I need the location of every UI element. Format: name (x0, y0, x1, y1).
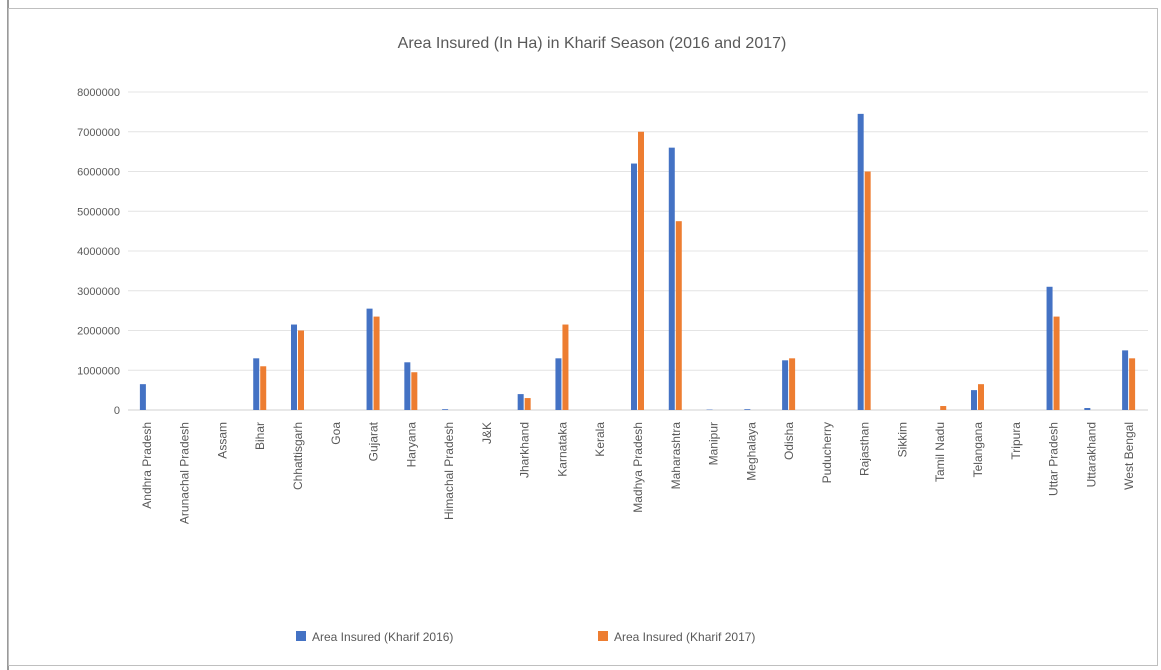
bar-kharif-2016 (1046, 286, 1053, 410)
bar-kharif-2017 (638, 131, 644, 410)
x-category-label: Haryana (404, 422, 418, 468)
x-category-label: Assam (215, 422, 229, 459)
bar-kharif-2016 (668, 147, 675, 410)
bar-kharif-2016 (291, 324, 297, 410)
y-tick-label: 6000000 (77, 167, 120, 179)
x-category-label: Andhra Pradesh (140, 422, 154, 509)
y-tick-label: 3000000 (77, 286, 120, 298)
bar-kharif-2016 (442, 409, 449, 410)
legend-swatch-kharif-2017 (598, 631, 608, 641)
bar-kharif-2016 (517, 394, 524, 410)
x-category-label: Manipur (707, 422, 721, 465)
bar-kharif-2017 (411, 372, 418, 410)
legend-label-kharif-2016: Area Insured (Kharif 2016) (312, 630, 453, 644)
bar-kharif-2016 (1122, 350, 1129, 410)
bar-kharif-2016 (631, 163, 637, 410)
bar-kharif-2016 (139, 384, 146, 410)
x-category-label: Himachal Pradesh (442, 422, 456, 520)
bar-kharif-2017 (1129, 358, 1136, 410)
bar-kharif-2017 (940, 406, 947, 410)
x-category-label: Gujarat (367, 421, 381, 461)
bar-kharif-2017 (260, 366, 267, 410)
bar-kharif-2017 (562, 324, 569, 410)
bar-kharif-2016 (857, 113, 864, 411)
y-axis-ticks: 0 1000000 2000000 3000000 4000000 5000000 6000… (77, 87, 120, 417)
x-category-label: West Bengal (1122, 422, 1136, 490)
bar-kharif-2017 (978, 384, 984, 410)
x-category-label: Goa (329, 422, 343, 445)
x-category-label: Uttar Pradesh (1047, 422, 1061, 496)
y-tick-label: 4000000 (77, 246, 120, 258)
x-category-label: Tamil Nadu (933, 422, 947, 482)
x-category-label: Meghalaya (744, 422, 758, 481)
y-tick-label: 5000000 (77, 206, 120, 218)
bar-kharif-2017 (373, 316, 380, 410)
x-category-label: Telangana (971, 422, 985, 478)
x-category-label: Kerala (593, 422, 607, 457)
y-tick-label: 8000000 (77, 87, 120, 99)
bar-kharif-2017 (524, 398, 531, 410)
bar-kharif-2016 (971, 390, 977, 410)
x-category-label: Tripura (1009, 422, 1023, 460)
x-category-label: Chhattisgarh (291, 422, 305, 490)
x-category-label: Karnataka (555, 422, 569, 477)
legend-swatch-kharif-2016 (296, 631, 306, 641)
chart-frame (8, 8, 1158, 666)
legend-label-kharif-2017: Area Insured (Kharif 2017) (614, 630, 755, 644)
x-category-label: Jharkhand (518, 422, 532, 478)
bar-kharif-2016 (555, 358, 562, 410)
x-category-label: Arunachal Pradesh (178, 422, 192, 524)
x-category-label: Maharashtra (669, 422, 683, 490)
legend: Area Insured (Kharif 2016) Area Insured … (296, 630, 755, 644)
y-tick-label: 1000000 (77, 365, 120, 377)
x-axis-categories: Andhra Pradesh Arunachal Pradesh Assam Biha… (140, 421, 1136, 524)
bar-kharif-2017 (675, 221, 682, 410)
chart-title: Area Insured (In Ha) in Kharif Season (2… (398, 35, 787, 52)
bar-kharif-2017 (298, 330, 304, 410)
x-category-label: Uttarakhand (1084, 422, 1098, 487)
bar-kharif-2016 (1084, 408, 1091, 410)
y-tick-label: 2000000 (77, 326, 120, 338)
y-tick-label: 7000000 (77, 127, 120, 139)
bar-kharif-2016 (404, 362, 411, 410)
bar-kharif-2017 (864, 171, 871, 410)
x-category-label: Odisha (782, 422, 796, 460)
x-category-label: Bihar (253, 422, 267, 450)
x-category-label: Puducherry (820, 422, 834, 483)
bar-kharif-2016 (744, 409, 751, 410)
bar-kharif-2017 (789, 358, 796, 410)
bar-kharif-2016 (253, 358, 260, 410)
x-category-label: Madhya Pradesh (631, 422, 645, 513)
x-category-label: J&K (480, 422, 494, 444)
bars (139, 113, 1136, 411)
x-category-label: Sikkim (895, 422, 909, 457)
bar-kharif-2017 (1053, 316, 1060, 410)
y-tick-label: 0 (114, 405, 120, 417)
bar-kharif-2016 (366, 308, 373, 410)
bar-kharif-2016 (782, 360, 789, 410)
x-category-label: Rajasthan (858, 422, 872, 476)
